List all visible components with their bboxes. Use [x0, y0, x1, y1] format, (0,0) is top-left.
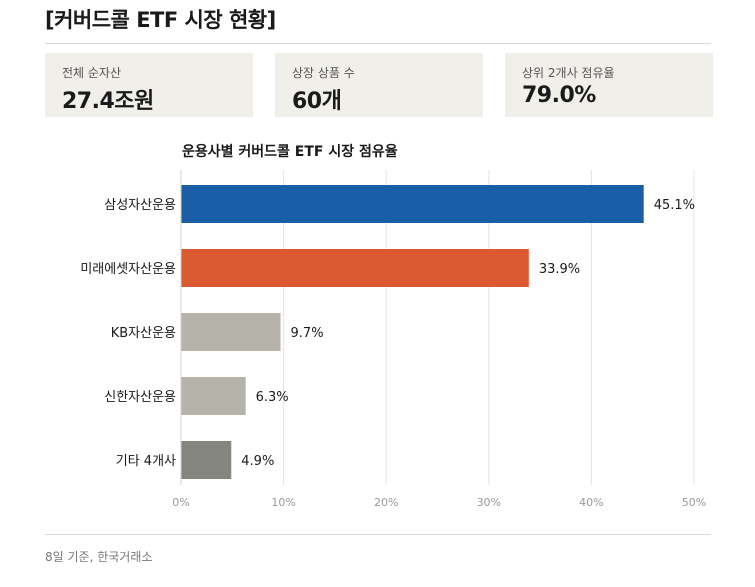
category-label: 신한자산운용: [104, 390, 176, 405]
x-tick-label: 40%: [579, 496, 603, 509]
bar: [181, 185, 644, 223]
stat-card-listed-products: 상장 상품 수 60개: [275, 53, 483, 117]
value-label: 9.7%: [291, 326, 324, 341]
stat-label: 상위 2개사 점유율: [522, 66, 615, 80]
title-divider: [45, 43, 711, 44]
bar: [181, 249, 529, 287]
bar-chart: 0% 10% 20% 30% 40% 50% 삼성자산운용 45.1% 미래에셋자산운용 33.9…: [80, 170, 706, 509]
bar: [181, 441, 232, 479]
stat-card-top2-share: 상위 2개사 점유율 79.0%: [505, 53, 713, 117]
x-tick-label: 20%: [374, 496, 398, 509]
source-note: 8일 기준, 한국거래소: [45, 550, 153, 564]
footer-divider: [45, 534, 711, 535]
stat-value: 27.4조원: [62, 89, 154, 114]
x-tick-label: 10%: [271, 496, 295, 509]
x-tick-label: 30%: [477, 496, 501, 509]
category-label: 기타 4개사: [116, 454, 176, 469]
stat-label: 상장 상품 수: [292, 66, 355, 80]
value-label: 45.1%: [654, 198, 695, 213]
stat-value: 60개: [292, 89, 342, 114]
value-label: 33.9%: [539, 262, 580, 277]
x-tick-label: 0%: [172, 496, 189, 509]
value-label: 4.9%: [241, 454, 274, 469]
page-title: [커버드콜 ETF 시장 현황]: [45, 8, 276, 32]
chart-title: 운용사별 커버드콜 ETF 시장 점유율: [182, 144, 398, 160]
value-label: 6.3%: [256, 390, 289, 405]
category-label: KB자산운용: [111, 326, 176, 341]
bar: [181, 377, 246, 415]
stat-card-net-assets: 전체 순자산 27.4조원: [45, 53, 253, 117]
category-label: 삼성자산운용: [104, 198, 176, 213]
x-tick-label: 50%: [682, 496, 706, 509]
stat-value: 79.0%: [522, 83, 596, 108]
category-label: 미래에셋자산운용: [80, 262, 176, 277]
stat-label: 전체 순자산: [62, 66, 122, 80]
bar: [181, 313, 281, 351]
